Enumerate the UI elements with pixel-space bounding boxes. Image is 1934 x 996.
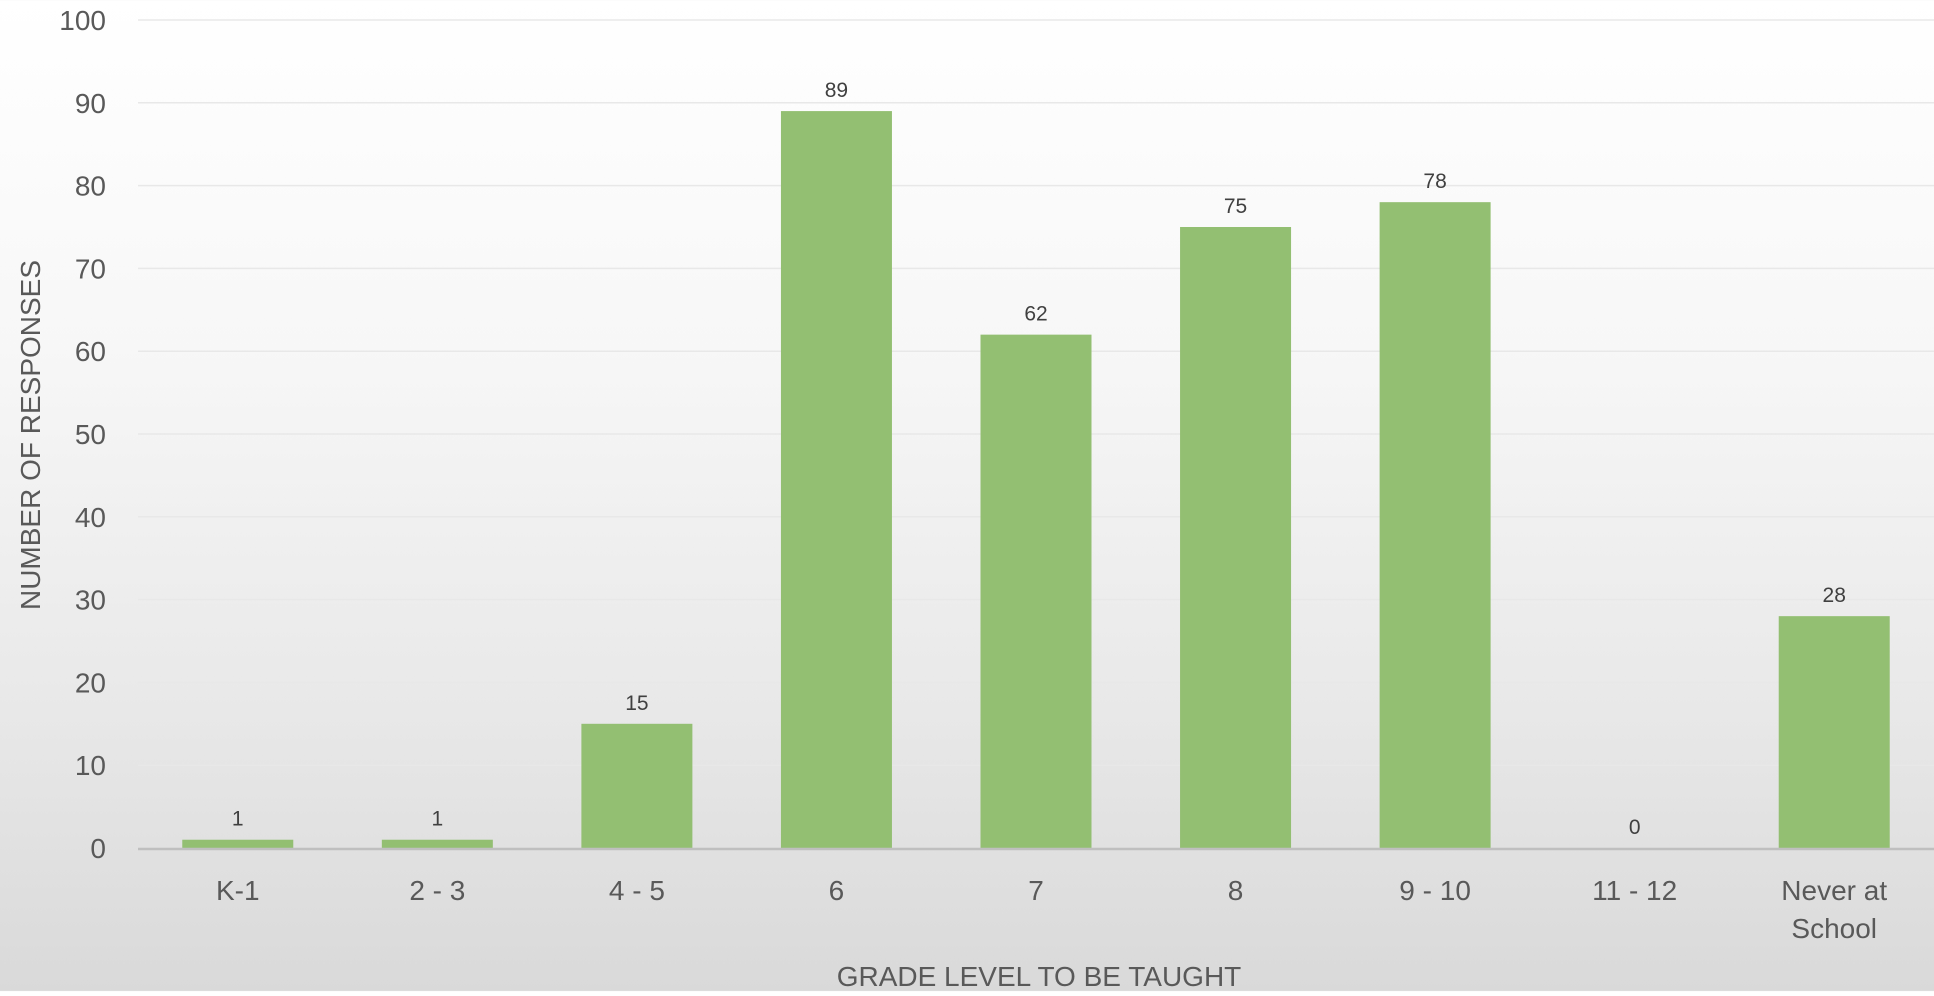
x-tick-label: 2 - 3: [409, 875, 465, 906]
y-tick-label: 100: [59, 5, 106, 36]
x-tick-label-line: 2 - 3: [409, 875, 465, 906]
x-tick-label-line: Never at: [1781, 875, 1887, 906]
data-label: 62: [1024, 303, 1047, 326]
y-tick-label: 10: [75, 750, 106, 781]
data-labels: 1 1 15 89 62 75 78 0 28: [232, 79, 1846, 839]
bar: [1379, 202, 1491, 848]
x-tick-label: K-1: [216, 875, 260, 906]
x-tick-label: 8: [1228, 875, 1244, 906]
bar: [182, 839, 294, 848]
bars: [182, 111, 1890, 848]
x-tick-label-line: 6: [829, 875, 845, 906]
x-tick-label-line: School: [1791, 913, 1877, 944]
bar: [1778, 616, 1890, 848]
data-label: 15: [625, 692, 648, 715]
y-axis-ticks: 0 10 20 30 40 50 60 70 80 90 100: [59, 5, 106, 864]
bar: [980, 334, 1092, 848]
x-tick-label: 9 - 10: [1399, 875, 1471, 906]
y-tick-label: 20: [75, 667, 106, 698]
x-axis-ticks: K-1 2 - 3 4 - 5 6 7 8 9 - 10 11 - 12 Never at Sch…: [216, 875, 1887, 944]
y-tick-label: 70: [75, 253, 106, 284]
data-label: 1: [431, 808, 443, 831]
y-tick-label: 80: [75, 171, 106, 202]
y-axis-title: NUMBER OF RESPONSES: [15, 260, 46, 610]
x-tick-label: 6: [829, 875, 845, 906]
bar: [581, 723, 693, 848]
y-tick-label: 30: [75, 585, 106, 616]
x-tick-label: 7: [1028, 875, 1044, 906]
y-tick-label: 90: [75, 88, 106, 119]
x-tick-label: 11 - 12: [1592, 875, 1677, 906]
x-tick-label-line: 11 - 12: [1592, 875, 1677, 906]
x-tick-label-line: K-1: [216, 875, 260, 906]
x-tick-label: 4 - 5: [609, 875, 665, 906]
x-tick-label: Never at School: [1781, 875, 1887, 944]
x-tick-label-line: 8: [1228, 875, 1244, 906]
bar: [780, 111, 892, 848]
x-tick-label-line: 4 - 5: [609, 875, 665, 906]
y-tick-label: 0: [90, 833, 106, 864]
bar: [381, 839, 493, 848]
data-label: 28: [1823, 584, 1846, 607]
x-axis-title: GRADE LEVEL TO BE TAUGHT: [837, 961, 1242, 991]
x-tick-label-line: 7: [1028, 875, 1044, 906]
bar: [1180, 227, 1292, 848]
data-label: 89: [825, 79, 848, 102]
x-tick-label-line: 9 - 10: [1399, 875, 1471, 906]
data-label: 1: [232, 808, 244, 831]
data-label: 75: [1224, 195, 1247, 218]
y-tick-label: 50: [75, 419, 106, 450]
data-label: 0: [1629, 816, 1641, 839]
y-tick-label: 40: [75, 502, 106, 533]
y-tick-label: 60: [75, 336, 106, 367]
data-label: 78: [1423, 170, 1446, 193]
